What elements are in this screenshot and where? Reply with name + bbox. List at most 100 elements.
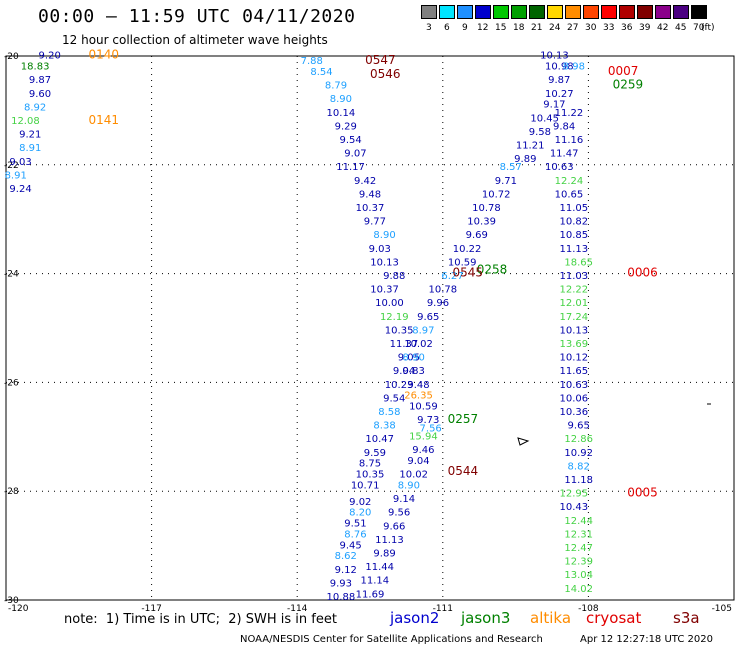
wave-height-value: 7.56	[420, 423, 442, 434]
wave-height-value: 9.21	[19, 130, 41, 141]
wave-height-value: 8.54	[310, 67, 332, 78]
wave-height-value: 9.87	[29, 75, 51, 86]
wave-height-value: 9.04	[393, 366, 415, 377]
x-tick-label: -108	[578, 604, 599, 614]
legend-swatch-30	[583, 5, 599, 19]
wave-height-value: 11.13	[375, 535, 404, 546]
wave-height-value: 7.88	[301, 56, 323, 67]
satellite-jason2: jason2	[390, 609, 440, 627]
wave-height-value: 9.45	[339, 540, 361, 551]
pass-time-label: 0544	[448, 464, 479, 478]
wave-height-value: 8.90	[330, 94, 352, 105]
wave-height-value: 10.47	[365, 434, 394, 445]
wave-height-value: 9.12	[335, 565, 357, 576]
wave-height-value: 11.37	[390, 339, 419, 350]
wave-height-value: 10.02	[404, 339, 433, 350]
wave-height-value: 9.58	[529, 127, 551, 138]
marker-arrow-icon	[517, 437, 530, 446]
wave-height-value: 10.88	[327, 592, 356, 603]
wave-height-value: 8.92	[24, 102, 46, 113]
wave-height-value: 8.91	[5, 170, 27, 181]
wave-height-value: 10.78	[428, 285, 457, 296]
wave-height-value: 11.69	[356, 589, 385, 600]
pass-time-label: 0547	[365, 53, 396, 67]
pass-time-label: 0140	[89, 48, 120, 62]
generation-timestamp: Apr 12 12:27:18 UTC 2020	[580, 634, 713, 645]
wave-height-value: 11.05	[560, 203, 589, 214]
wave-height-value: 8.98	[563, 62, 585, 73]
wave-height-value: 10.37	[370, 285, 399, 296]
wave-height-value: 9.73	[417, 415, 439, 426]
legend-swatch-6	[439, 5, 455, 19]
wave-height-value: 10.85	[560, 230, 589, 241]
wave-height-value: 9.65	[568, 421, 590, 432]
wave-height-value: 10.13	[560, 325, 589, 336]
wave-height-value: 9.54	[383, 393, 405, 404]
wave-height-value: 11.16	[555, 135, 584, 146]
y-tick-label: -20	[4, 52, 19, 62]
legend-label: 12	[477, 23, 489, 33]
satellite-cryosat: cryosat	[586, 609, 642, 627]
wave-height-value: 10.22	[453, 244, 482, 255]
wave-height-value: 12.22	[560, 285, 589, 296]
legend-label: 30	[585, 23, 597, 33]
wave-height-value: 10.14	[327, 108, 356, 119]
wave-height-value: 10.13	[370, 257, 399, 268]
wave-height-value: 9.20	[39, 51, 61, 62]
wave-height-value: 8.90	[403, 353, 425, 364]
wave-height-value: 11.47	[550, 149, 579, 160]
y-tick-label: -28	[4, 487, 19, 497]
legend-swatch-24	[547, 5, 563, 19]
wave-height-value: 8.57	[500, 162, 522, 173]
wave-height-value: 9.24	[9, 184, 31, 195]
footnote: note: 1) Time is in UTC; 2) SWH is in fe…	[64, 612, 337, 627]
wave-height-value: 11.14	[361, 576, 390, 587]
wave-height-value: 8.20	[349, 508, 371, 519]
legend-label: 15	[495, 23, 507, 33]
wave-height-value: 11.65	[560, 366, 589, 377]
wave-height-value: 9.03	[9, 157, 31, 168]
wave-height-value: 18.65	[564, 257, 593, 268]
legend-swatch-45	[673, 5, 689, 19]
legend-swatch-15	[493, 5, 509, 19]
legend-swatch-21	[529, 5, 545, 19]
legend-label: 39	[639, 23, 651, 33]
legend-label: 70	[693, 23, 705, 33]
pass-time-label: 0005	[627, 486, 658, 500]
wave-height-value: 10.78	[472, 203, 501, 214]
wave-height-value: 13.69	[560, 339, 589, 350]
wave-height-value: 10.13	[540, 51, 569, 62]
wave-height-value: 9.51	[344, 519, 366, 530]
plot-frame	[5, 55, 735, 601]
wave-height-value: 9.17	[543, 100, 565, 111]
wave-height-value: 10.02	[399, 470, 428, 481]
wave-height-value: 12.31	[564, 529, 593, 540]
y-tick-label: -22	[4, 161, 19, 171]
wave-height-value: 10.59	[448, 257, 477, 268]
wave-height-value: 9.14	[393, 494, 415, 505]
legend-swatch-36	[619, 5, 635, 19]
wave-height-value: 8.62	[335, 551, 357, 562]
wave-height-value: 9.96	[427, 298, 449, 309]
wave-height-value: 8.79	[325, 81, 347, 92]
wave-height-value: 10.63	[545, 162, 574, 173]
wave-height-value: 9.46	[412, 445, 434, 456]
x-tick-label: -120	[8, 604, 29, 614]
wave-height-value: 9.69	[466, 230, 488, 241]
legend-label: 21	[531, 23, 543, 33]
wave-height-value: 9.87	[548, 75, 570, 86]
wave-height-value: 10.43	[560, 502, 589, 513]
wave-height-value: 12.08	[11, 116, 40, 127]
wave-height-value: 10.12	[560, 353, 589, 364]
wave-height-value: 8.38	[373, 421, 395, 432]
wave-height-value: 9.89	[373, 548, 395, 559]
legend-swatch-33	[601, 5, 617, 19]
wave-height-value: 12.95	[560, 489, 589, 500]
wave-height-value: 8.58	[378, 407, 400, 418]
pass-time-label: 0006	[627, 265, 658, 279]
wave-height-value: 9.48	[359, 189, 381, 200]
legend-swatch-39	[637, 5, 653, 19]
wave-height-value: 10.59	[409, 402, 438, 413]
legend-label: 36	[621, 23, 633, 33]
wave-height-value: 12.01	[560, 298, 589, 309]
